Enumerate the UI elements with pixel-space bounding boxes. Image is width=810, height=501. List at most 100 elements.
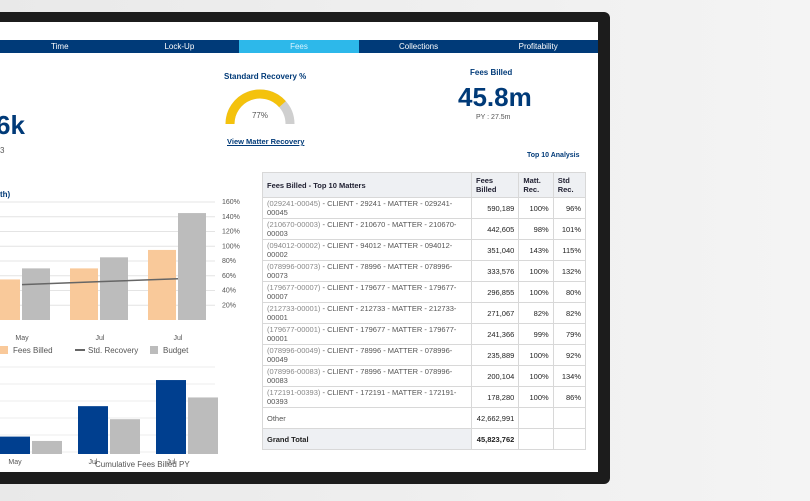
value-cell: 200,104 <box>470 365 520 387</box>
gauge-label: 77% <box>252 111 268 120</box>
tab[interactable]: Time <box>51 42 69 51</box>
bar <box>78 406 108 454</box>
other-value: 42,662,991 <box>470 407 520 429</box>
value-cell: 80% <box>552 281 587 303</box>
matter-cell: (179677-00001) - CLIENT - 179677 - MATTE… <box>262 323 472 345</box>
table-title: Fees Billed - Top 10 Matters <box>262 172 472 198</box>
matter-id: (078996-00083) <box>267 367 321 376</box>
value-cell: 82% <box>552 302 587 324</box>
view-matter-recovery-link[interactable]: View Matter Recovery <box>227 137 305 146</box>
bar <box>100 257 128 320</box>
column-header: Matt. Rec. <box>518 172 554 198</box>
tab[interactable]: Fees <box>239 40 359 53</box>
matter-name: - CLIENT - 172191 - MATTER - 172191-0039… <box>267 388 457 406</box>
y-tick-label: 160% <box>222 199 240 206</box>
kpi-sub: 3 <box>0 146 5 155</box>
recovery-chart: 160% 140% 120% 100% 80% 60% 40% 20% May Jul Jul Fee… <box>0 199 240 355</box>
empty-cell <box>518 428 554 450</box>
matter-name: - CLIENT - 210670 - MATTER - 210670-0000… <box>267 220 457 238</box>
matter-id: (078996-00073) <box>267 262 321 271</box>
bar <box>188 397 218 454</box>
value-cell: 92% <box>552 344 587 366</box>
value-cell: 143% <box>518 239 554 261</box>
tab[interactable]: Collections <box>399 42 439 51</box>
matter-id: (179677-00007) <box>267 283 321 292</box>
matter-name: - CLIENT - 212733 - MATTER - 212733-0000… <box>267 304 457 322</box>
value-cell: 271,067 <box>470 302 520 324</box>
table-row: (029241-00045) - CLIENT - 29241 - MATTER… <box>262 197 587 219</box>
y-tick-label: 100% <box>222 243 240 250</box>
total-label: Grand Total <box>262 428 472 450</box>
header-row: Fees Billed - Top 10 Matters Fees Billed M… <box>262 172 587 198</box>
bar <box>0 436 30 454</box>
table-row: (078996-00073) - CLIENT - 78996 - MATTER… <box>262 260 587 282</box>
bar <box>22 268 50 320</box>
value-cell: 86% <box>552 386 587 408</box>
x-tick-label: May <box>15 335 29 342</box>
x-tick-label: Jul <box>96 335 105 342</box>
value-cell: 115% <box>552 239 587 261</box>
empty-cell <box>552 428 587 450</box>
value-cell: 82% <box>518 302 554 324</box>
value-cell: 132% <box>552 260 587 282</box>
fees-billed-value: 45.8m <box>458 82 532 112</box>
top10-link[interactable]: Top 10 Analysis <box>527 152 580 159</box>
tab-bar: Time Lock-Up Fees Collections Profitability <box>0 40 598 53</box>
value-cell: 100% <box>518 281 554 303</box>
matter-id: (172191-00393) <box>267 388 321 397</box>
value-cell: 178,280 <box>470 386 520 408</box>
bar <box>32 440 62 454</box>
value-cell: 79% <box>552 323 587 345</box>
matter-name: - CLIENT - 78996 - MATTER - 078996-00049 <box>267 346 453 364</box>
value-cell: 351,040 <box>470 239 520 261</box>
x-tick-label: Jul <box>174 335 183 342</box>
bar <box>110 419 140 454</box>
value-cell: 241,366 <box>470 323 520 345</box>
table-row: (078996-00083) - CLIENT - 78996 - MATTER… <box>262 365 587 387</box>
value-cell: 100% <box>518 260 554 282</box>
empty-cell <box>518 407 554 429</box>
x-tick-label: Jul <box>89 459 98 466</box>
x-tick-label: May <box>8 459 22 466</box>
bar <box>156 380 186 454</box>
value-cell: 333,576 <box>470 260 520 282</box>
matter-name: - CLIENT - 29241 - MATTER - 029241-00045 <box>267 199 453 217</box>
value-cell: 442,605 <box>470 218 520 240</box>
top10-table: Fees Billed - Top 10 Matters Fees Billed M… <box>262 172 587 450</box>
value-cell: 96% <box>552 197 587 219</box>
value-cell: 235,889 <box>470 344 520 366</box>
y-tick-label: 60% <box>222 273 236 280</box>
value-cell: 296,855 <box>470 281 520 303</box>
legend-label: Budget <box>163 346 189 355</box>
std-recovery-line <box>21 277 179 286</box>
matter-name: - CLIENT - 78996 - MATTER - 078996-00083 <box>267 367 453 385</box>
gauge-value <box>225 89 286 125</box>
matter-name: - CLIENT - 179677 - MATTER - 179677-0000… <box>267 283 457 301</box>
tab[interactable]: Profitability <box>518 42 558 51</box>
bar <box>178 213 206 320</box>
value-cell: 98% <box>518 218 554 240</box>
matter-name: - CLIENT - 94012 - MATTER - 094012-00002 <box>267 241 453 259</box>
matter-cell: (029241-00045) - CLIENT - 29241 - MATTER… <box>262 197 472 219</box>
matter-cell: (094012-00002) - CLIENT - 94012 - MATTER… <box>262 239 472 261</box>
legend-swatch <box>0 346 8 354</box>
table-row: (078996-00049) - CLIENT - 78996 - MATTER… <box>262 344 587 366</box>
value-cell: 134% <box>552 365 587 387</box>
legend-label: Fees Billed <box>13 346 53 355</box>
bar <box>0 279 20 320</box>
chart-title-fragment: th) <box>0 190 11 199</box>
tab[interactable]: Lock-Up <box>164 42 195 51</box>
matter-id: (029241-00045) <box>267 199 321 208</box>
table-row: (172191-00393) - CLIENT - 172191 - MATTE… <box>262 386 587 408</box>
total-row: Grand Total 45,823,762 <box>262 428 587 450</box>
bar <box>148 249 176 320</box>
matter-cell: (078996-00049) - CLIENT - 78996 - MATTER… <box>262 344 472 366</box>
fees-billed-py: PY : 27.5m <box>476 114 511 121</box>
matter-cell: (078996-00083) - CLIENT - 78996 - MATTER… <box>262 365 472 387</box>
fees-billed-title: Fees Billed <box>470 68 513 77</box>
matter-cell: (179677-00007) - CLIENT - 179677 - MATTE… <box>262 281 472 303</box>
matter-name: - CLIENT - 78996 - MATTER - 078996-00073 <box>267 262 453 280</box>
y-tick-label: 20% <box>222 302 236 309</box>
legend-swatch <box>150 346 158 354</box>
